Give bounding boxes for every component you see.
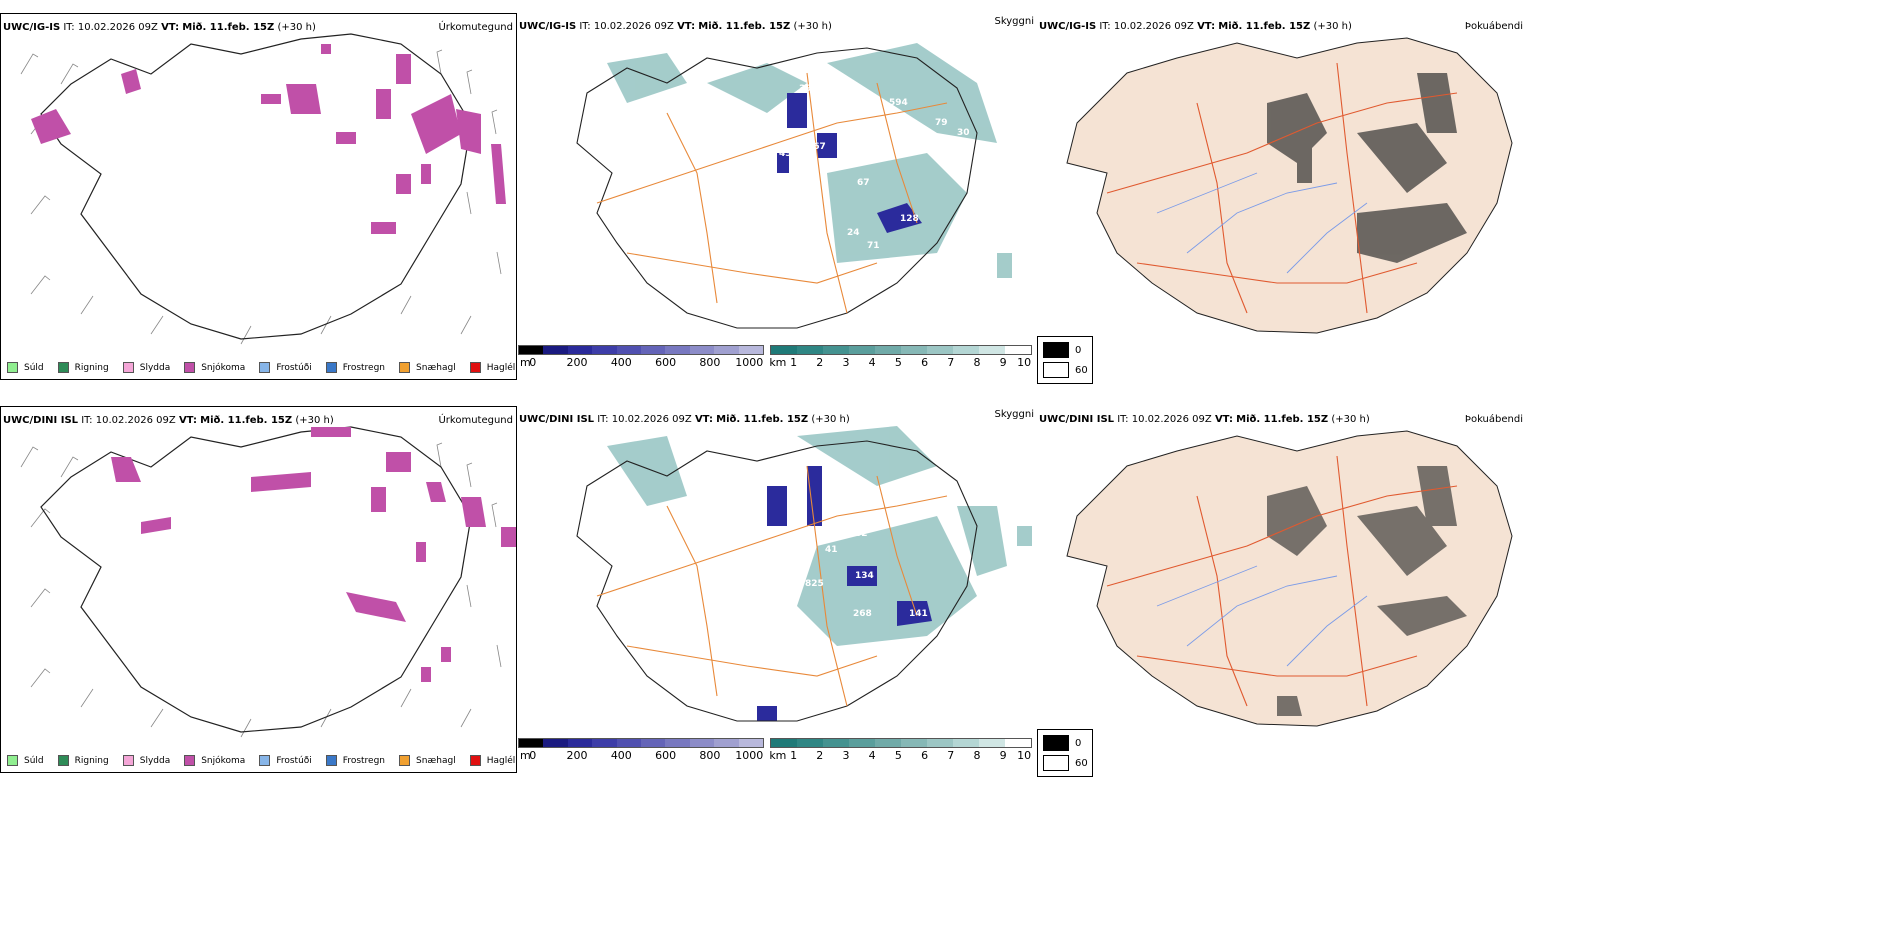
title-cloud-bottom: Skyggni bbox=[994, 409, 1034, 420]
cloud-label: 79 bbox=[935, 118, 948, 128]
cloud-label: 71 bbox=[867, 241, 880, 251]
cloud-panel-top: 397 594 79 30 167 128 71 67 43 24 UWC/IG… bbox=[517, 13, 1037, 380]
cloud-label: 825 bbox=[805, 579, 824, 589]
cloud-label: 41 bbox=[825, 545, 838, 555]
cloud-label: 24 bbox=[847, 228, 860, 238]
precip-legend-bottom: Súld Rigning Slydda Snjókoma Frostúði Fr… bbox=[7, 755, 515, 766]
fog-panel-bottom: UWC/DINI ISL IT: 10.02.2026 09Z VT: Mið.… bbox=[1037, 406, 1557, 773]
cloud-label: 134 bbox=[855, 571, 874, 581]
header-bottom-cloud: UWC/DINI ISL IT: 10.02.2026 09Z VT: Mið.… bbox=[519, 414, 850, 425]
cloud-label: 30 bbox=[957, 128, 970, 138]
fog-legend-top: 0 60 bbox=[1037, 336, 1093, 384]
fog-map-bottom bbox=[1066, 430, 1513, 727]
snow-areas bbox=[31, 44, 506, 234]
swatch-suld bbox=[7, 362, 18, 373]
km-colorbar-top: km 1 2 3 4 5 6 7 8 9 10 bbox=[769, 345, 1032, 369]
swatch-slydda bbox=[122, 362, 134, 373]
header-top-fog: UWC/IG-IS IT: 10.02.2026 09Z VT: Mið. 11… bbox=[1039, 21, 1352, 32]
title-precip-top: Úrkomutegund bbox=[438, 22, 513, 33]
height-colorbar-bottom: m 0 200 400 600 800 1000 bbox=[518, 738, 764, 762]
km-colorbar-bottom: km 1 2 3 4 5 6 7 8 9 10 bbox=[769, 738, 1032, 762]
height-colorbar-top: m 0 200 400 600 800 1000 bbox=[518, 345, 764, 369]
cloud-label: 62 bbox=[855, 529, 868, 539]
cloud-label: 268 bbox=[853, 609, 872, 619]
precip-panel-bottom: UWC/DINI ISL IT: 10.02.2026 09Z VT: Mið.… bbox=[0, 406, 517, 773]
cloud-label: 639 bbox=[889, 489, 908, 499]
precip-panel-top: UWC/IG-IS IT: 10.02.2026 09Z VT: Mið. 11… bbox=[0, 13, 517, 380]
header-top-precip: UWC/IG-IS IT: 10.02.2026 09Z VT: Mið. 11… bbox=[3, 22, 316, 33]
cloud-map-top: 397 594 79 30 167 128 71 67 43 24 bbox=[576, 43, 1012, 329]
cloud-label: 67 bbox=[857, 178, 870, 188]
header-bottom-fog: UWC/DINI ISL IT: 10.02.2026 09Z VT: Mið.… bbox=[1039, 414, 1370, 425]
fog-legend-bottom: 0 60 bbox=[1037, 729, 1093, 777]
header-top-cloud: UWC/IG-IS IT: 10.02.2026 09Z VT: Mið. 11… bbox=[519, 21, 832, 32]
swatch-rigning bbox=[57, 362, 69, 373]
swatch-snjokoma bbox=[184, 362, 196, 373]
title-fog-bottom: Þokuábendi bbox=[1464, 414, 1523, 425]
cloud-label: 128 bbox=[900, 214, 919, 224]
cloud-label: 167 bbox=[807, 142, 826, 152]
precip-map-top bbox=[20, 33, 506, 345]
title-precip-bottom: Úrkomutegund bbox=[438, 415, 513, 426]
precip-map-bottom bbox=[20, 426, 516, 738]
cloud-label: 594 bbox=[889, 98, 908, 108]
cloud-panel-bottom: 639 82 134 825 268 141 62 41 UWC/DINI IS… bbox=[517, 406, 1037, 773]
cloud-label: 397 bbox=[799, 84, 818, 94]
iceland-outline bbox=[40, 33, 472, 340]
title-cloud-top: Skyggni bbox=[994, 16, 1034, 27]
wind-barbs bbox=[20, 49, 502, 345]
precip-legend-top: Súld Rigning Slydda Snjókoma Frostúði Fr… bbox=[7, 362, 515, 373]
cloud-label: 141 bbox=[909, 609, 928, 619]
cloud-label: 43 bbox=[779, 149, 792, 159]
swatch-frostudi bbox=[259, 362, 271, 373]
cloud-map-bottom: 639 82 134 825 268 141 62 41 bbox=[576, 426, 1032, 722]
header-bottom-precip: UWC/DINI ISL IT: 10.02.2026 09Z VT: Mið.… bbox=[3, 415, 334, 426]
swatch-snaehagl bbox=[399, 362, 411, 373]
title-fog-top: Þokuábendi bbox=[1464, 21, 1523, 32]
fog-panel-top: UWC/IG-IS IT: 10.02.2026 09Z VT: Mið. 11… bbox=[1037, 13, 1557, 380]
swatch-haglel bbox=[469, 362, 481, 373]
cloud-label: 82 bbox=[785, 539, 798, 549]
swatch-frostregn bbox=[325, 362, 337, 373]
fog-map-top bbox=[1066, 37, 1513, 334]
